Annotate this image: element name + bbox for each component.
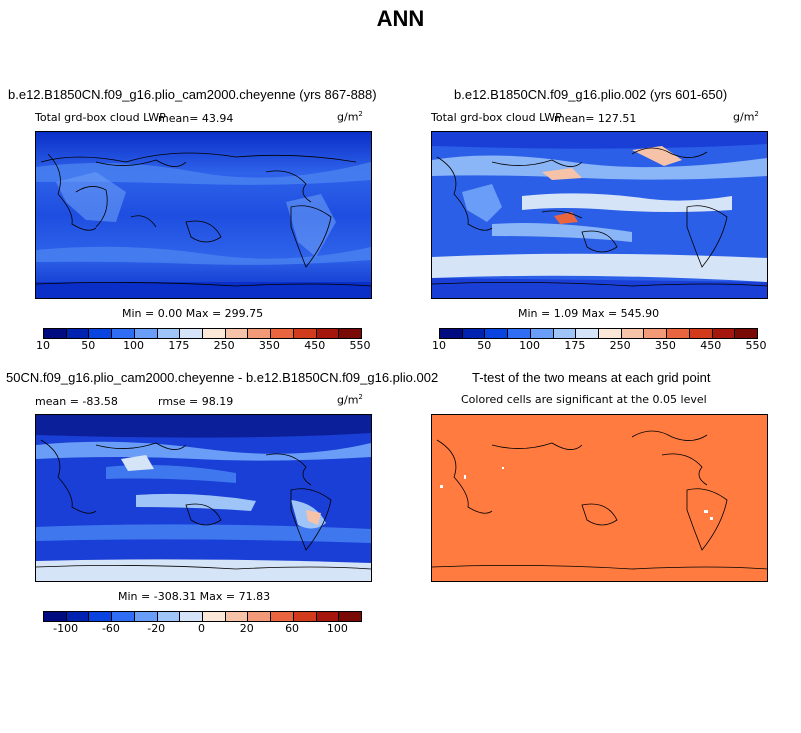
colorbar-cell (203, 329, 226, 338)
colorbar-cell (530, 329, 554, 338)
colorbar-cell (621, 329, 645, 338)
colorbar-cell (644, 329, 668, 338)
colorbar-tick-label: 50 (477, 339, 492, 352)
colorbar-tick-label: -20 (147, 622, 166, 635)
panel-1-minmax: Min = 0.00 Max = 299.75 (122, 307, 264, 320)
panel-3-map (35, 414, 372, 582)
colorbar-tick-label: 10 (36, 339, 50, 352)
panel-4-map (431, 414, 768, 582)
colorbar-cell (180, 612, 204, 621)
colorbar-tick-label: 175 (168, 339, 190, 352)
figure-title: ANN (376, 6, 425, 31)
colorbar-cell (599, 329, 622, 338)
colorbar-cell (440, 329, 463, 338)
colorbar-tick-label: 20 (239, 622, 254, 635)
panel-1-map-plot (36, 132, 371, 298)
panel-4-title: T-test of the two means at each grid poi… (472, 370, 711, 385)
panel-3-units: g/m2 (337, 393, 363, 407)
colorbar-tick-label: 60 (285, 622, 300, 635)
panel-2-mean: mean= 127.51 (554, 112, 637, 125)
significance-fill (432, 415, 767, 581)
colorbar-cell (225, 612, 249, 621)
panel-4-map-plot (432, 415, 767, 581)
colorbar-cell (66, 612, 90, 621)
colorbar-cell (271, 612, 294, 621)
colorbar-cell (89, 329, 113, 338)
panel-3-map-plot (36, 415, 371, 581)
colorbar-cell (271, 329, 294, 338)
panel-1-title: b.e12.B1850CN.f09_g16.plio_cam2000.cheye… (8, 87, 377, 102)
colorbar-cell (134, 612, 158, 621)
panel-3-minmax: Min = -308.31 Max = 71.83 (118, 590, 271, 603)
colorbar-cell (485, 329, 509, 338)
panel-2-variable: Total grd-box cloud LWP (431, 111, 562, 124)
colorbar-tick-label: 350 (654, 339, 676, 352)
panel-4-subtitle: Colored cells are significant at the 0.0… (461, 393, 707, 406)
panel-3-title: 50CN.f09_g16.plio_cam2000.cheyenne - b.e… (6, 370, 439, 385)
colorbar-cell (316, 329, 340, 338)
panel-2-map (431, 131, 768, 299)
colorbar-tick-label: 550 (349, 339, 371, 352)
panel-2-title: b.e12.B1850CN.f09_g16.plio.002 (yrs 601-… (454, 87, 728, 102)
panel-1-units: g/m2 (337, 110, 363, 124)
colorbar-cell (44, 612, 67, 621)
colorbar-cell (89, 612, 113, 621)
colorbar-cell (112, 329, 135, 338)
colorbar-cell (508, 329, 531, 338)
colorbar-cell (134, 329, 158, 338)
colorbar-tick-label: 175 (564, 339, 586, 352)
colorbar-tick-label: 350 (258, 339, 280, 352)
colorbar-cell (44, 329, 67, 338)
colorbar-cell (576, 329, 600, 338)
colorbar-tick-label: 550 (745, 339, 767, 352)
colorbar-cell (293, 612, 317, 621)
colorbar-tick-label: 100 (519, 339, 541, 352)
panel-2-units: g/m2 (733, 110, 759, 124)
panel-1-map (35, 131, 372, 299)
colorbar-cell (339, 329, 362, 338)
panel-1-colorbar (43, 328, 362, 339)
colorbar-tick-label: 0 (198, 622, 205, 635)
colorbar-tick-label: 100 (326, 622, 348, 635)
colorbar-cell (180, 329, 204, 338)
colorbar-cell (462, 329, 486, 338)
colorbar-cell (293, 329, 317, 338)
colorbar-tick-label: 250 (609, 339, 631, 352)
colorbar-tick-label: 10 (432, 339, 446, 352)
panel-1-variable: Total grd-box cloud LWP (35, 111, 166, 124)
colorbar-cell (667, 329, 690, 338)
colorbar-tick-label: 450 (700, 339, 722, 352)
colorbar-cell (316, 612, 340, 621)
panel-3-mean: mean = -83.58 (35, 395, 118, 408)
colorbar-tick-label: -100 (53, 622, 79, 635)
panel-3-rmse: rmse = 98.19 (158, 395, 234, 408)
panel-2-map-plot (432, 132, 767, 298)
colorbar-cell (112, 612, 135, 621)
colorbar-cell (712, 329, 736, 338)
colorbar-cell (225, 329, 249, 338)
colorbar-cell (66, 329, 90, 338)
colorbar-cell (248, 612, 272, 621)
panel-3-colorbar (43, 611, 362, 622)
colorbar-tick-label: 450 (304, 339, 326, 352)
colorbar-tick-label: -60 (101, 622, 120, 635)
panel-1-mean: mean= 43.94 (158, 112, 234, 125)
colorbar-cell (157, 329, 181, 338)
colorbar-tick-label: 250 (213, 339, 235, 352)
colorbar-cell (735, 329, 758, 338)
colorbar-tick-label: 50 (81, 339, 96, 352)
colorbar-tick-label: 100 (123, 339, 145, 352)
colorbar-cell (689, 329, 713, 338)
panel-2-colorbar (439, 328, 758, 339)
colorbar-cell (157, 612, 181, 621)
colorbar-cell (553, 329, 577, 338)
colorbar-cell (248, 329, 272, 338)
colorbar-cell (339, 612, 362, 621)
colorbar-cell (203, 612, 226, 621)
panel-2-minmax: Min = 1.09 Max = 545.90 (518, 307, 660, 320)
